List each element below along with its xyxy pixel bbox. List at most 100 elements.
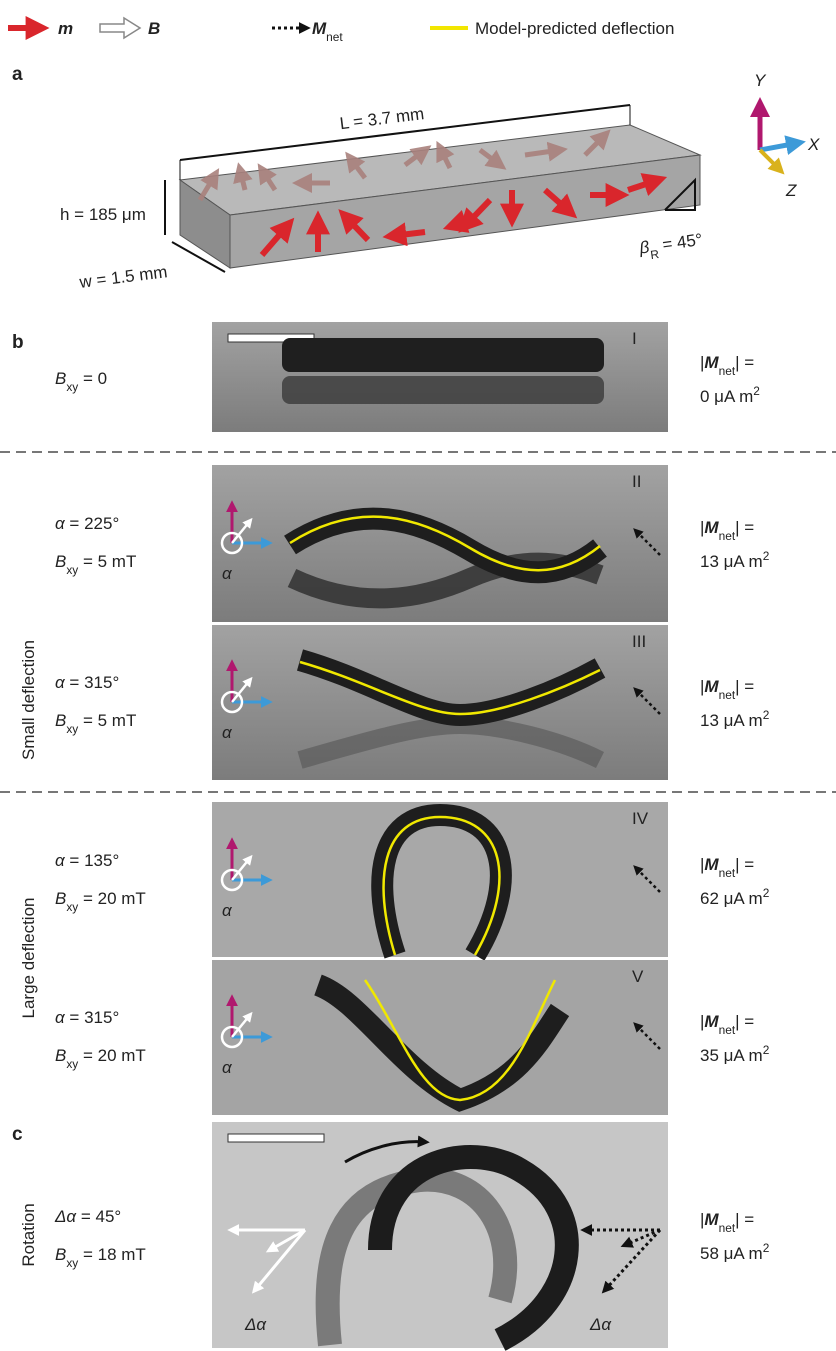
condition-part: = 315°	[65, 673, 120, 692]
condition: α = 225°	[55, 514, 119, 533]
condition-part: Δα	[54, 1207, 77, 1226]
frame-label-part: IV	[632, 809, 649, 828]
moment-label: |Mnet| =	[700, 518, 754, 543]
moment-label-part: | =	[735, 353, 754, 372]
frame-label-part: III	[632, 632, 646, 651]
condition-part: = 0	[78, 369, 107, 388]
moment-value-part: 35 μA m	[700, 1046, 763, 1065]
condition-part: = 20 mT	[78, 1046, 146, 1065]
axis-label-part: X	[807, 135, 820, 154]
angle-mark-part: Δα	[244, 1315, 267, 1334]
angle-mark-part: α	[222, 1058, 233, 1077]
condition: Bxy = 18 mT	[55, 1245, 146, 1270]
moment-label-part: M	[704, 855, 719, 874]
frame-label: II	[632, 472, 641, 491]
angle-mark: α	[222, 901, 233, 920]
angle-mark: Δα	[244, 1315, 267, 1334]
condition-part: = 135°	[65, 851, 120, 870]
group-label-part: Large deflection	[19, 898, 38, 1019]
width-label-part: w = 1.5 mm	[77, 262, 168, 292]
moment-value-part: 2	[763, 1043, 770, 1057]
height-label-part: h = 185 μm	[60, 205, 146, 224]
panel-label: c	[12, 1124, 23, 1145]
moment-value-part: 2	[763, 886, 770, 900]
moment-label: |Mnet| =	[700, 1012, 754, 1037]
condition: α = 315°	[55, 1008, 119, 1027]
legend-label-part: M	[312, 19, 327, 38]
angle-mark: Δα	[589, 1315, 612, 1334]
panel-label-part: c	[12, 1124, 23, 1145]
condition: α = 135°	[55, 851, 119, 870]
frame-label-part: II	[632, 472, 641, 491]
frame-label-part: I	[632, 329, 637, 348]
moment-value-part: 62 μA m	[700, 889, 763, 908]
moment-value-part: 0 μA m	[700, 387, 753, 406]
legend-label-part: Model-predicted deflection	[475, 19, 674, 38]
micrograph-images	[212, 322, 668, 1348]
condition-part: B	[55, 1046, 66, 1065]
condition-part: xy	[66, 1256, 78, 1270]
condition-part: xy	[66, 900, 78, 914]
moment-label-part: | =	[735, 677, 754, 696]
condition-part: xy	[66, 563, 78, 577]
angle-label: βR = 45°	[637, 230, 704, 264]
legend-icons	[8, 18, 468, 38]
panel-label: a	[12, 64, 23, 85]
moment-value-part: 13 μA m	[700, 552, 763, 571]
moment-value-part: 58 μA m	[700, 1244, 763, 1263]
moment-value: 13 μA m2	[700, 549, 770, 571]
condition-part: = 45°	[76, 1207, 121, 1226]
angle-mark-part: α	[222, 901, 233, 920]
moment-label-part: M	[704, 677, 719, 696]
condition: α = 315°	[55, 673, 119, 692]
condition-part: = 315°	[65, 1008, 120, 1027]
group-label: Rotation	[19, 1203, 38, 1266]
axis-label: Y	[754, 71, 767, 90]
condition-part: B	[55, 552, 66, 571]
condition-part: B	[55, 369, 66, 388]
moment-label-part: | =	[735, 1012, 754, 1031]
moment-label-part: net	[719, 1221, 736, 1235]
moment-label-part: net	[719, 529, 736, 543]
legend-label: Mnet	[312, 19, 343, 44]
group-label-part: Rotation	[19, 1203, 38, 1266]
moment-label: |Mnet| =	[700, 855, 754, 880]
condition: Bxy = 20 mT	[55, 889, 146, 914]
axis-label: Z	[785, 181, 797, 200]
moment-label-part: M	[704, 1210, 719, 1229]
moment-value: 13 μA m2	[700, 708, 770, 730]
moment-label-part: net	[719, 688, 736, 702]
moment-value-part: 2	[763, 549, 770, 563]
legend-label: B	[148, 19, 160, 38]
angle-mark-part: α	[222, 564, 233, 583]
moment-value-part: 2	[753, 384, 760, 398]
frame-label: III	[632, 632, 646, 651]
condition: Δα = 45°	[54, 1207, 121, 1226]
condition-part: xy	[66, 380, 78, 394]
condition: Bxy = 0	[55, 369, 107, 394]
moment-label-part: M	[704, 1012, 719, 1031]
angle-mark: α	[222, 723, 233, 742]
angle-mark-part: Δα	[589, 1315, 612, 1334]
angle-mark-part: α	[222, 723, 233, 742]
group-label-part: Small deflection	[19, 640, 38, 760]
angle-label-part: = 45°	[656, 230, 703, 255]
legend-label-part: m	[58, 19, 73, 38]
frame-label-part: V	[632, 967, 644, 986]
condition-part: = 225°	[65, 514, 120, 533]
legend-label: Model-predicted deflection	[475, 19, 674, 38]
axis-label: X	[807, 135, 820, 154]
condition: Bxy = 5 mT	[55, 711, 136, 736]
condition-part: = 5 mT	[78, 552, 136, 571]
moment-value: 62 μA m2	[700, 886, 770, 908]
group-label: Small deflection	[19, 640, 38, 760]
width-label: w = 1.5 mm	[77, 262, 168, 292]
condition-part: = 20 mT	[78, 889, 146, 908]
condition-part: = 5 mT	[78, 711, 136, 730]
moment-label-part: | =	[735, 518, 754, 537]
moment-label-part: | =	[735, 855, 754, 874]
moment-value: 58 μA m2	[700, 1241, 770, 1263]
moment-value-part: 2	[763, 708, 770, 722]
frame-label: IV	[632, 809, 649, 828]
moment-label: |Mnet| =	[700, 353, 754, 378]
